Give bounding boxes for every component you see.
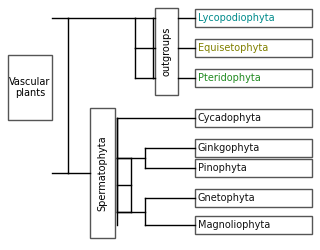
Text: Pinophyta: Pinophyta [198,163,247,173]
Bar [195,216,312,234]
Text: outgroups: outgroups [162,27,172,76]
Bar [155,8,178,95]
Text: Cycadophyta: Cycadophyta [198,113,262,123]
Bar [195,189,312,207]
Bar [8,55,52,120]
Bar [195,159,312,177]
Text: Magnoliophyta: Magnoliophyta [198,220,270,230]
Text: Lycopodiophyta: Lycopodiophyta [198,13,275,23]
Text: Ginkgophyta: Ginkgophyta [198,143,260,153]
Bar [195,109,312,127]
Text: Gnetophyta: Gnetophyta [198,193,256,203]
Bar [195,9,312,27]
Bar [195,39,312,57]
Text: Spermatophyta: Spermatophyta [98,135,108,211]
Text: Vascular
plants: Vascular plants [9,77,51,98]
Text: Equisetophyta: Equisetophyta [198,43,268,53]
Bar [90,108,115,238]
Text: Pteridophyta: Pteridophyta [198,73,261,83]
Bar [195,69,312,87]
Bar [195,139,312,157]
